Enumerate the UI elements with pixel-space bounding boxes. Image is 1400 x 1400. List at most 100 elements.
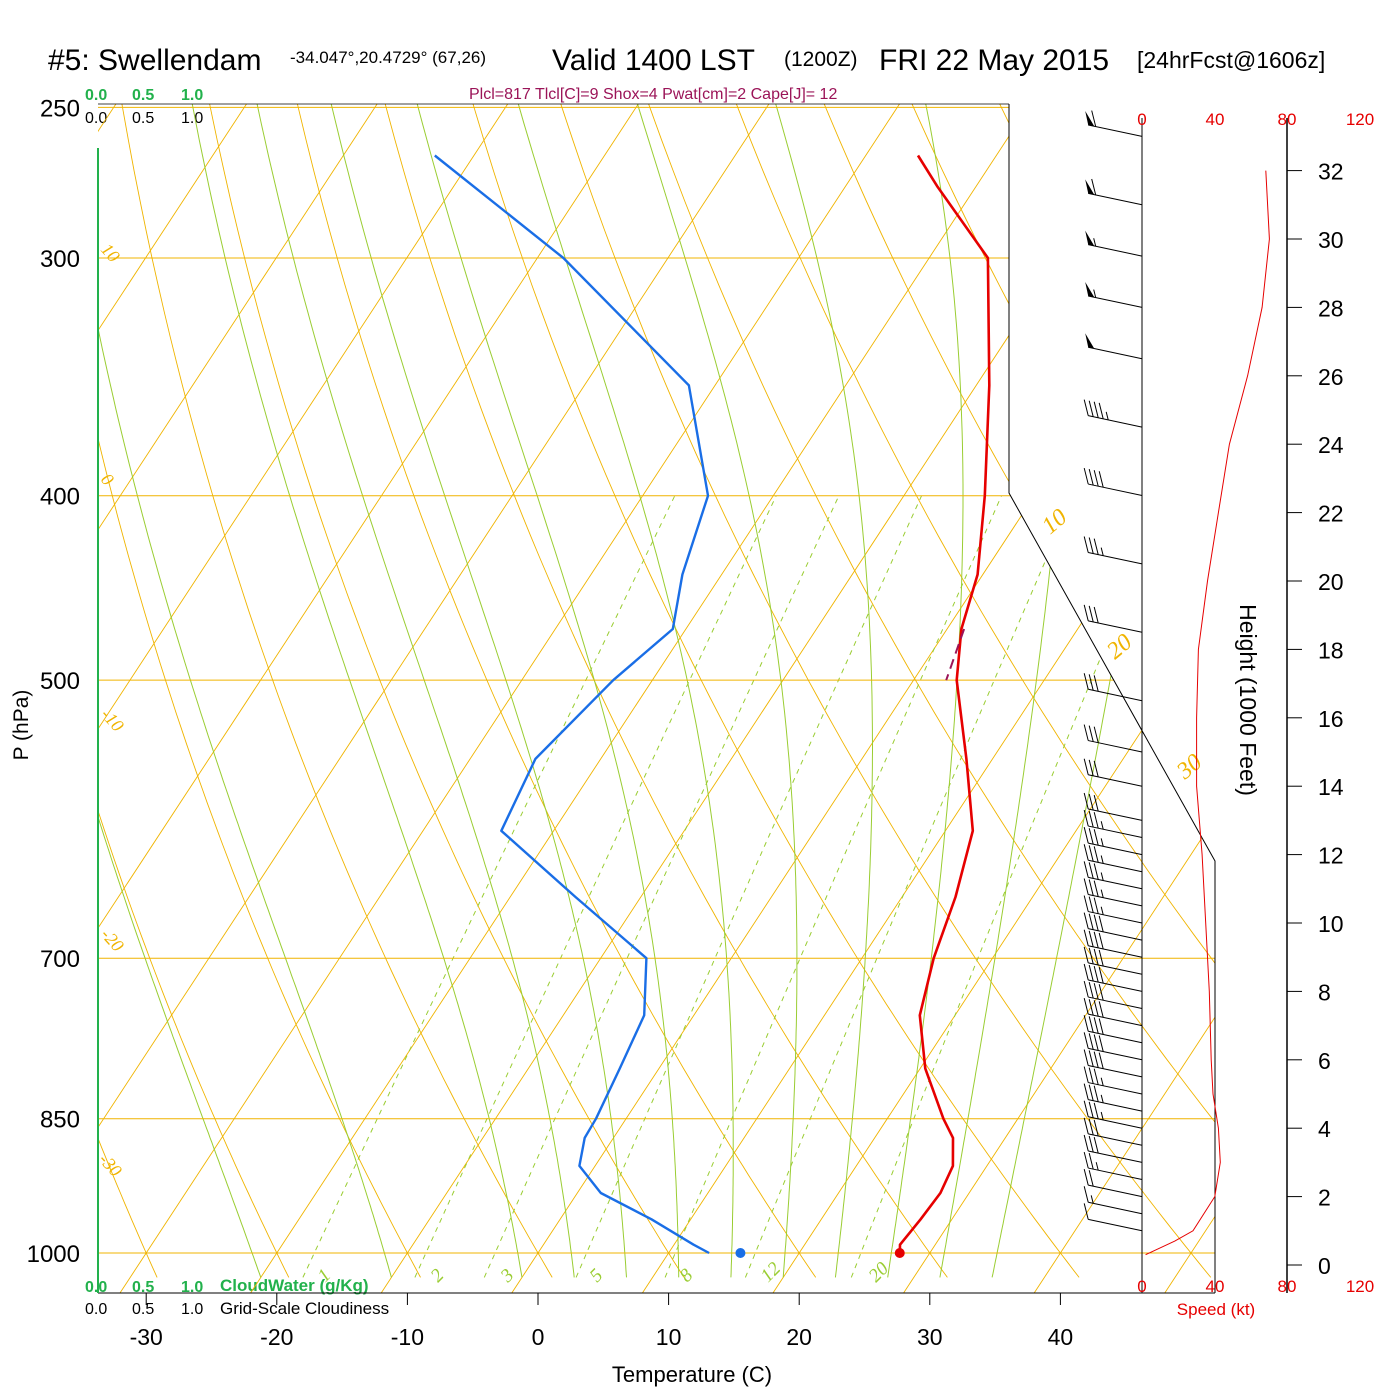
moist-adiabat-line — [939, 104, 1074, 1278]
wind-barb-shaft — [1088, 551, 1143, 565]
wind-barb — [1083, 673, 1143, 702]
height-tick-label: 2 — [1318, 1185, 1331, 1211]
cloud-top-green-1: 0.5 — [132, 87, 154, 104]
wind-barb-shaft — [1088, 1218, 1143, 1232]
height-tick-label: 14 — [1318, 774, 1344, 800]
wind-barb-feather — [1083, 1066, 1089, 1083]
wind-barb-feather — [1093, 1119, 1099, 1137]
theta-label: -20 — [97, 924, 128, 955]
wind-barb-shaft — [1088, 859, 1143, 873]
wind-barb-shaft — [1088, 688, 1143, 702]
wind-barb-feather — [1088, 1153, 1094, 1170]
wind-barb-feather — [1093, 1136, 1099, 1154]
cloud-bottom-green-1: 0.5 — [132, 1279, 154, 1296]
wind-barb-feather — [1093, 1068, 1099, 1085]
wind-barb-feather — [1098, 1035, 1104, 1052]
wind-barb-half-feather — [1100, 821, 1104, 830]
forecast-run: [24hrFcst@1606z] — [1137, 47, 1325, 73]
x-tick-label: 10 — [656, 1324, 682, 1350]
mixing-ratio-line — [414, 495, 777, 1278]
temperature-line — [898, 154, 991, 1254]
wind-barb-feather — [1091, 178, 1097, 196]
moist-adiabat-line — [627, 104, 798, 1278]
cloud-top-black-1: 0.5 — [132, 110, 154, 127]
x-tick-label: 20 — [786, 1324, 812, 1350]
wind-barb-pennant — [1085, 230, 1095, 246]
dry-adiabat-line — [550, 104, 1212, 1278]
height-tick-label: 20 — [1318, 569, 1344, 595]
frame-right — [1008, 104, 1216, 1293]
theta-label: 0 — [97, 469, 118, 489]
p-tick-label: 250 — [40, 95, 80, 122]
p-tick-label: 300 — [40, 246, 80, 273]
speed-axis-title: Speed (kt) — [1177, 1300, 1255, 1319]
wind-barb-shaft — [1088, 945, 1143, 958]
wind-barb-feather — [1083, 827, 1089, 844]
wind-barb-feather — [1083, 1083, 1089, 1100]
wind-barb-feather — [1088, 879, 1094, 896]
cloudiness-label: Grid-Scale Cloudiness — [220, 1299, 389, 1318]
dry-adiabat-line — [1246, 74, 1400, 1278]
height-tick-label: 4 — [1318, 1116, 1331, 1142]
height-tick-label: 24 — [1318, 432, 1344, 458]
wind-barb-feather — [1083, 1100, 1089, 1117]
forecast-date: FRI 22 May 2015 — [879, 44, 1109, 77]
wind-barb — [1083, 809, 1143, 838]
height-tick-label: 32 — [1318, 159, 1344, 185]
wind-barb-feather — [1083, 467, 1089, 485]
wind-barb-feather — [1088, 793, 1094, 811]
wind-barb — [1083, 912, 1143, 941]
station-title: #5: Swellendam — [48, 44, 261, 77]
wind-barb-feather — [1088, 537, 1094, 554]
wind-barb-feather — [1088, 674, 1094, 691]
surface-temperature-point — [894, 1248, 905, 1258]
wind-barb-shaft — [1088, 346, 1143, 360]
isotherm-line — [898, 104, 1215, 1293]
wind-barb-feather — [1093, 880, 1099, 897]
wind-barb-feather — [1093, 829, 1099, 846]
wind-barb-feather — [1088, 1033, 1094, 1050]
wind-barb-half-feather — [1100, 838, 1104, 847]
wind-barb-half-feather — [1100, 872, 1104, 881]
wind-barb — [1083, 946, 1143, 975]
isotherm-line — [245, 104, 1034, 1293]
wind-barb — [1085, 110, 1143, 137]
wind-barb-feather — [1093, 812, 1099, 829]
wind-barb-feather — [1093, 1017, 1099, 1034]
isotherm-line — [768, 104, 1215, 1293]
wind-barb-feather — [1093, 675, 1099, 692]
wind-barb-shaft — [1088, 1201, 1143, 1215]
wind-barb-feather — [1083, 758, 1089, 775]
wind-barb-shaft — [1088, 124, 1143, 137]
wind-barb-shaft — [1088, 825, 1143, 838]
cloud-bottom-black-0: 0.0 — [85, 1301, 107, 1318]
wind-barb-shaft — [1088, 962, 1143, 975]
mixing-ratio-label: 5 — [586, 1265, 608, 1287]
isotherm-line — [1029, 104, 1215, 1293]
wind-barb-half-feather — [1100, 1094, 1104, 1103]
isotherm-line — [98, 104, 642, 1293]
wind-barb-feather — [1093, 914, 1099, 931]
isotherm-line — [98, 104, 381, 1293]
wind-barb-feather — [1083, 998, 1089, 1015]
wind-barb-half-feather — [1100, 889, 1104, 898]
wind-barb — [1083, 604, 1143, 633]
wind-barb-feather — [1083, 1151, 1089, 1169]
wind-barb-pennant — [1085, 333, 1095, 349]
wind-barb-feather — [1088, 1067, 1094, 1084]
height-tick-label: 12 — [1318, 843, 1344, 869]
y-axis-title: P (hPa) — [10, 690, 33, 761]
wind-barb-feather — [1088, 1101, 1094, 1118]
dry-adiabat-line — [290, 104, 817, 1278]
dry-adiabat-line — [203, 104, 685, 1278]
wind-barb — [1083, 844, 1143, 873]
dry-adiabat-line — [98, 104, 158, 1278]
height-tick-label: 22 — [1318, 501, 1344, 527]
wind-barb — [1083, 1169, 1143, 1198]
wind-barb-shaft — [1088, 244, 1143, 257]
wind-barb — [1083, 1066, 1143, 1095]
height-axis-title: Height (1000 Feet) — [1235, 604, 1261, 796]
dry-adiabat-line — [1333, 74, 1400, 1278]
wind-barb-feather — [1098, 1018, 1104, 1035]
